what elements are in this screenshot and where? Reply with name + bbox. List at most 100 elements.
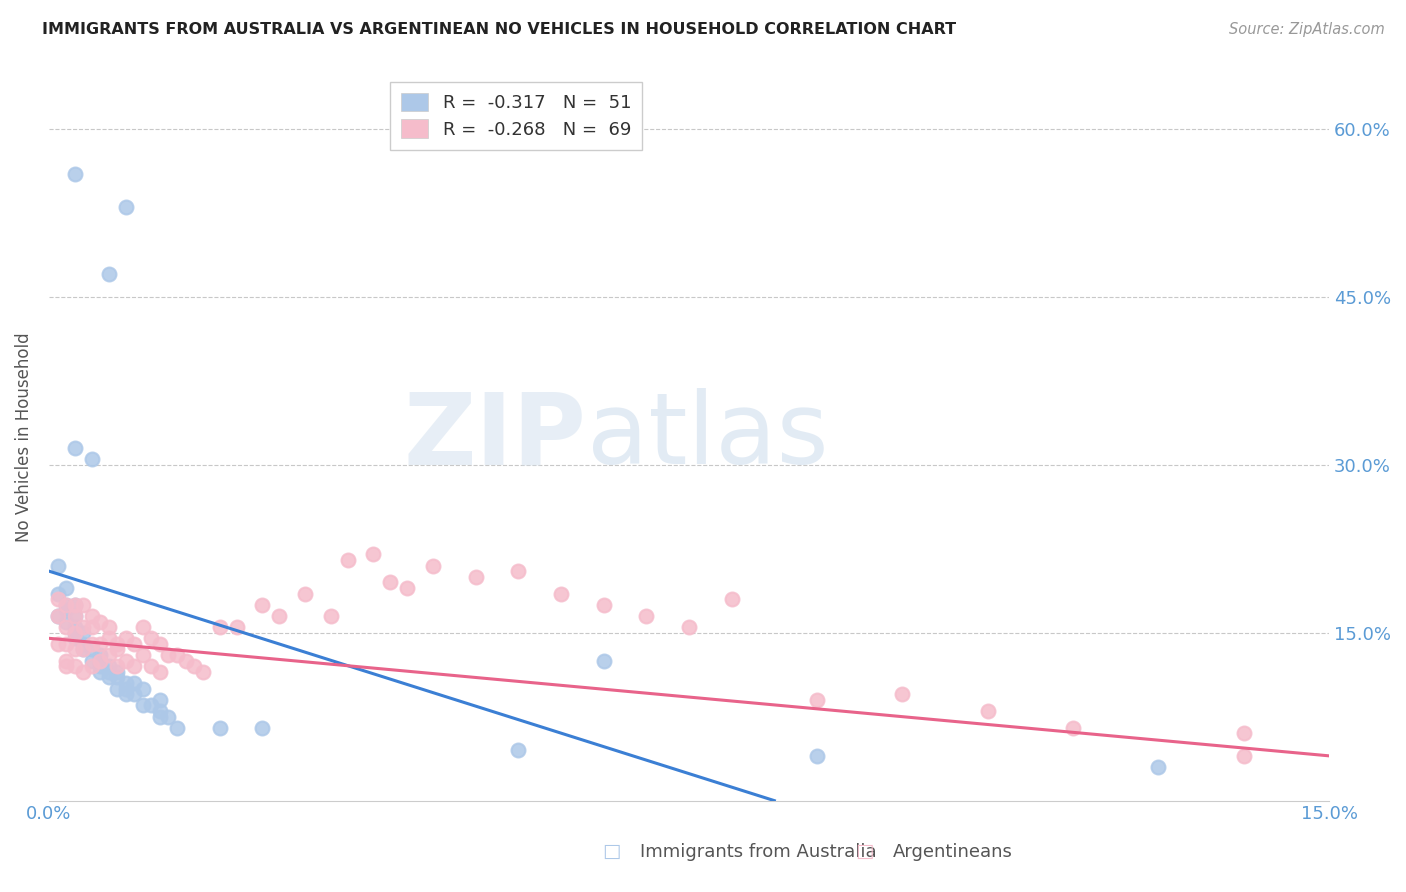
- Point: [361, 547, 384, 561]
- Point: [380, 575, 402, 590]
- Point: [55, 659, 77, 673]
- Point: [105, 671, 128, 685]
- Point: [166, 648, 188, 662]
- Point: [114, 654, 136, 668]
- Point: [46, 608, 69, 623]
- Point: [149, 693, 172, 707]
- Point: [208, 721, 231, 735]
- Point: [132, 648, 155, 662]
- Point: [149, 709, 172, 723]
- Point: [80, 608, 103, 623]
- Point: [336, 553, 359, 567]
- Point: [97, 671, 120, 685]
- Point: [1147, 760, 1170, 774]
- Point: [464, 570, 486, 584]
- Point: [63, 441, 86, 455]
- Point: [97, 659, 120, 673]
- Text: Source: ZipAtlas.com: Source: ZipAtlas.com: [1229, 22, 1385, 37]
- Text: ZIP: ZIP: [404, 388, 586, 485]
- Point: [806, 693, 828, 707]
- Point: [63, 659, 86, 673]
- Point: [97, 620, 120, 634]
- Point: [89, 648, 111, 662]
- Point: [80, 654, 103, 668]
- Point: [1233, 748, 1256, 763]
- Point: [72, 642, 94, 657]
- Point: [252, 598, 274, 612]
- Point: [319, 608, 342, 623]
- Point: [63, 620, 86, 634]
- Point: [114, 687, 136, 701]
- Point: [46, 637, 69, 651]
- Point: [105, 681, 128, 696]
- Point: [636, 608, 658, 623]
- Point: [183, 659, 205, 673]
- Point: [105, 637, 128, 651]
- Point: [124, 676, 146, 690]
- Point: [63, 625, 86, 640]
- Point: [63, 625, 86, 640]
- Point: [678, 620, 700, 634]
- Point: [46, 608, 69, 623]
- Point: [166, 721, 188, 735]
- Point: [89, 637, 111, 651]
- Point: [592, 654, 614, 668]
- Point: [891, 687, 914, 701]
- Point: [720, 592, 742, 607]
- Point: [80, 642, 103, 657]
- Point: [97, 648, 120, 662]
- Point: [72, 665, 94, 679]
- Point: [252, 721, 274, 735]
- Point: [63, 608, 86, 623]
- Point: [269, 608, 291, 623]
- Point: [63, 167, 86, 181]
- Point: [124, 659, 146, 673]
- Text: □: □: [855, 842, 875, 862]
- Point: [63, 598, 86, 612]
- Point: [80, 452, 103, 467]
- Point: [55, 654, 77, 668]
- Point: [396, 581, 419, 595]
- Point: [97, 665, 120, 679]
- Point: [55, 598, 77, 612]
- Point: [132, 698, 155, 713]
- Point: [132, 620, 155, 634]
- Point: [63, 642, 86, 657]
- Point: [72, 637, 94, 651]
- Point: [46, 586, 69, 600]
- Point: [124, 687, 146, 701]
- Point: [72, 625, 94, 640]
- Point: [63, 608, 86, 623]
- Point: [124, 637, 146, 651]
- Point: [1062, 721, 1084, 735]
- Point: [422, 558, 444, 573]
- Point: [97, 632, 120, 646]
- Point: [149, 704, 172, 718]
- Point: [72, 598, 94, 612]
- Text: atlas: atlas: [586, 388, 828, 485]
- Point: [105, 642, 128, 657]
- Point: [508, 743, 530, 757]
- Point: [114, 681, 136, 696]
- Point: [114, 676, 136, 690]
- Point: [208, 620, 231, 634]
- Point: [89, 654, 111, 668]
- Point: [114, 632, 136, 646]
- Y-axis label: No Vehicles in Household: No Vehicles in Household: [15, 332, 32, 541]
- Point: [114, 200, 136, 214]
- Point: [141, 659, 163, 673]
- Point: [55, 637, 77, 651]
- Point: [97, 268, 120, 282]
- Point: [55, 581, 77, 595]
- Legend: R =  -0.317   N =  51, R =  -0.268   N =  69: R = -0.317 N = 51, R = -0.268 N = 69: [391, 82, 643, 150]
- Point: [80, 637, 103, 651]
- Point: [89, 615, 111, 629]
- Point: [191, 665, 214, 679]
- Point: [149, 637, 172, 651]
- Point: [508, 564, 530, 578]
- Text: IMMIGRANTS FROM AUSTRALIA VS ARGENTINEAN NO VEHICLES IN HOUSEHOLD CORRELATION CH: IMMIGRANTS FROM AUSTRALIA VS ARGENTINEAN…: [42, 22, 956, 37]
- Point: [132, 681, 155, 696]
- Point: [157, 709, 180, 723]
- Point: [63, 598, 86, 612]
- Point: [55, 620, 77, 634]
